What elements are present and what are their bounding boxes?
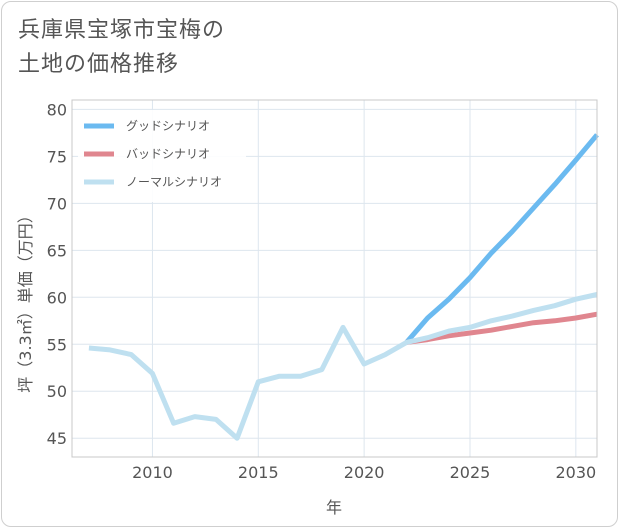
x-tick-label: 2010 — [132, 463, 173, 482]
x-tick-label: 2020 — [344, 463, 385, 482]
chart-title-line-2: 土地の価格推移 — [18, 52, 180, 77]
chart-title: 兵庫県宝塚市宝梅の 土地の価格推移 — [18, 14, 225, 82]
legend-label-2: ノーマルシナリオ — [126, 175, 222, 189]
plot-area-border — [71, 99, 598, 458]
y-axis-ticks: 45 50 55 60 65 70 75 80 — [47, 100, 67, 448]
x-axis-ticks: 2010 2015 2020 2025 2030 — [132, 463, 596, 482]
y-tick-label: 65 — [47, 241, 67, 260]
x-tick-label: 2030 — [555, 463, 596, 482]
series-line-2 — [88, 292, 598, 441]
x-axis-label: 年 — [326, 498, 342, 517]
series-line-0 — [404, 133, 599, 345]
y-tick-label: 45 — [47, 429, 67, 448]
y-tick-label: 80 — [47, 100, 67, 119]
y-tick-label: 70 — [47, 194, 67, 213]
legend-label-1: バッドシナリオ — [126, 147, 210, 161]
chart-title-line-1: 兵庫県宝塚市宝梅の — [18, 18, 226, 43]
y-tick-label: 50 — [47, 382, 67, 401]
series-lines — [88, 133, 599, 441]
y-tick-label: 75 — [47, 147, 67, 166]
y-axis-label: 坪（3.3㎡）単価（万円） — [16, 207, 35, 392]
x-tick-label: 2015 — [238, 463, 279, 482]
y-tick-label: 60 — [47, 288, 67, 307]
x-tick-label: 2025 — [450, 463, 491, 482]
legend-label-0: グッドシナリオ — [126, 119, 210, 133]
series-line-1 — [406, 311, 598, 345]
y-tick-label: 55 — [47, 335, 67, 354]
